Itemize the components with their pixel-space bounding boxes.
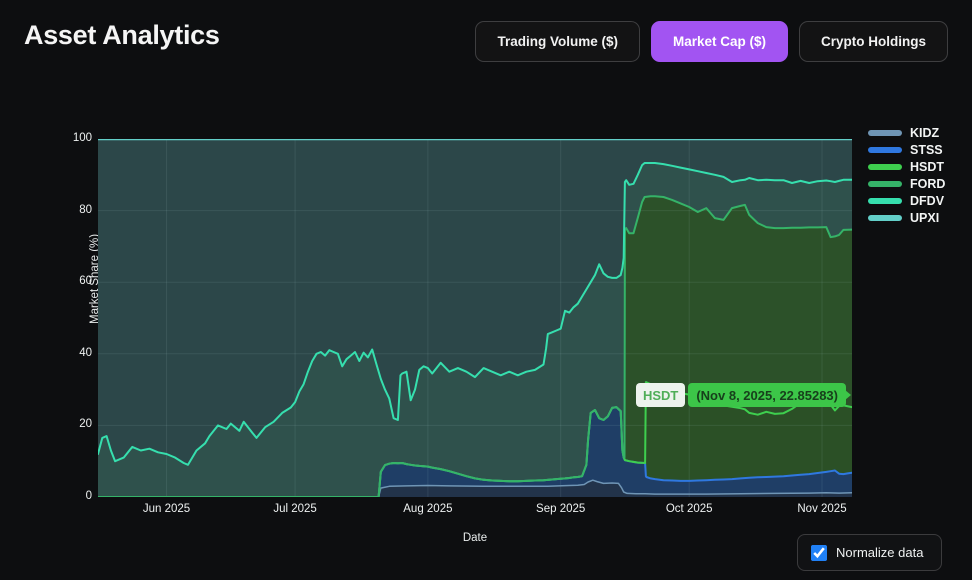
legend-swatch-STSS xyxy=(868,147,902,153)
legend-item-FORD[interactable]: FORD xyxy=(868,177,946,191)
x-tick-label: Jun 2025 xyxy=(142,503,191,515)
y-tick-label: 20 xyxy=(79,418,92,431)
x-tick-label: Oct 2025 xyxy=(665,503,713,515)
tab-button-crypto-holdings[interactable]: Crypto Holdings xyxy=(799,21,948,62)
area-KIDZ xyxy=(98,480,852,497)
normalize-label: Normalize data xyxy=(836,545,924,560)
tab-button-trading-volume[interactable]: Trading Volume ($) xyxy=(475,21,640,62)
area-FORD xyxy=(98,196,852,497)
legend-item-KIDZ[interactable]: KIDZ xyxy=(868,126,945,140)
x-tick-label: Nov 2025 xyxy=(797,503,847,515)
y-tick-label: 80 xyxy=(79,203,92,216)
view-toggle-button-group: Trading Volume ($) Market Cap ($) Crypto H… xyxy=(475,21,948,62)
line-FORD xyxy=(98,195,852,497)
legend-swatch-KIDZ xyxy=(868,130,902,136)
tab-button-market-cap[interactable]: Market Cap ($) xyxy=(650,21,788,62)
x-tick-label: Aug 2025 xyxy=(403,503,453,515)
legend-swatch-HSDT xyxy=(868,164,902,170)
legend-label: FORD xyxy=(910,177,946,191)
legend-label: DFDV xyxy=(910,194,945,208)
normalize-data-control[interactable]: Normalize data xyxy=(797,534,942,571)
y-tick-label: 60 xyxy=(79,275,92,288)
legend-item-HSDT[interactable]: HSDT xyxy=(868,160,945,174)
chart-canvas[interactable] xyxy=(98,139,852,497)
chart-legend: KIDZ STSS HSDT FORD DFDV UPXI xyxy=(868,126,946,225)
x-axis-title: Date xyxy=(462,532,488,544)
legend-label: HSDT xyxy=(910,160,945,174)
stacked-area-chart[interactable] xyxy=(98,139,852,497)
y-tick-label: 0 xyxy=(85,490,92,502)
legend-item-STSS[interactable]: STSS xyxy=(868,143,945,157)
legend-label: KIDZ xyxy=(910,126,940,140)
legend-swatch-FORD xyxy=(868,181,902,187)
legend-item-DFDV[interactable]: DFDV xyxy=(868,194,945,208)
page-title: Asset Analytics xyxy=(24,20,220,50)
legend-swatch-DFDV xyxy=(868,198,902,204)
y-tick-label: 100 xyxy=(72,132,92,144)
x-tick-label: Sep 2025 xyxy=(536,503,586,515)
area-DFDV xyxy=(98,163,852,497)
area-HSDT xyxy=(98,382,852,497)
area-UPXI xyxy=(98,139,852,465)
legend-swatch-UPXI xyxy=(868,215,902,221)
y-tick-label: 40 xyxy=(79,346,92,359)
legend-label: UPXI xyxy=(910,211,940,225)
line-DFDV xyxy=(98,162,852,466)
x-tick-label: Jul 2025 xyxy=(273,503,317,515)
normalize-checkbox[interactable] xyxy=(811,544,827,561)
legend-item-UPXI[interactable]: UPXI xyxy=(868,211,945,225)
legend-label: STSS xyxy=(910,143,943,157)
line-KIDZ xyxy=(98,479,852,497)
